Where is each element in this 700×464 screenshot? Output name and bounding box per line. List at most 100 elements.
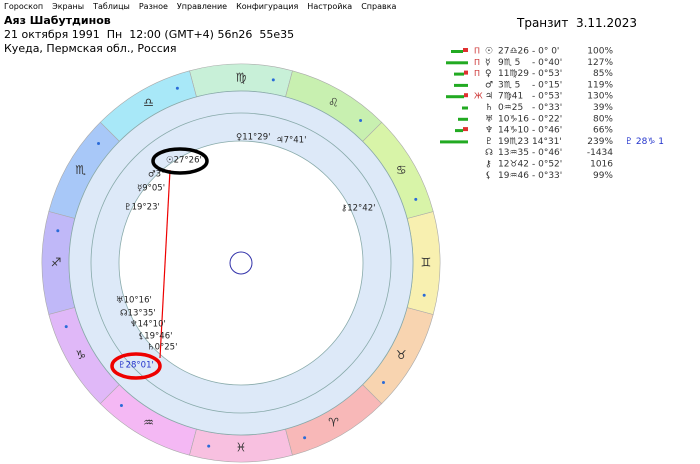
difference: - 0°53' xyxy=(532,69,562,79)
planet-label: ♇19°23' xyxy=(124,203,160,213)
transit-date: Транзит 3.11.2023 xyxy=(517,16,638,30)
position: 19♒46 xyxy=(498,171,529,181)
menu-item[interactable]: Настройка xyxy=(307,2,353,11)
menu-item[interactable]: Справка xyxy=(361,2,397,11)
percent: 80% xyxy=(593,114,613,124)
planet: ♄ xyxy=(485,103,493,113)
planet-label: ☊13°35' xyxy=(120,309,156,319)
difference: - 0°46' xyxy=(532,126,562,136)
difference: - 0° 0' xyxy=(532,47,559,57)
difference: - 0°53' xyxy=(532,92,562,102)
degree-dot xyxy=(175,86,179,90)
planet: ♇ xyxy=(485,137,493,147)
degree-dot xyxy=(56,229,60,233)
planet-label: ☿9°05' xyxy=(137,184,165,194)
strength-bar xyxy=(455,129,463,133)
menu-item[interactable]: Разное xyxy=(138,2,168,11)
highlight-red xyxy=(110,352,162,380)
planet: ☿ xyxy=(485,58,491,68)
difference: - 0°52' xyxy=(532,160,562,170)
planet: ⚸ xyxy=(485,171,492,181)
percent: 39% xyxy=(593,103,613,113)
planet: ☊ xyxy=(485,148,493,158)
planet-label: ☉27°26' xyxy=(166,156,202,166)
degree-dot xyxy=(359,119,363,123)
zodiac-sign: ♉ xyxy=(396,348,407,362)
weak-bar xyxy=(464,70,468,75)
degree-dot xyxy=(303,436,307,440)
weak-bar xyxy=(463,48,468,52)
zodiac-sign: ♋ xyxy=(396,163,407,177)
zodiac-sign: ♒ xyxy=(143,416,154,430)
percent: -1434 xyxy=(587,148,613,158)
weak-bar xyxy=(463,127,468,132)
transit-position: ♇ 28♑ 1 xyxy=(625,137,664,147)
degree-dot xyxy=(207,444,211,448)
inner-disc xyxy=(118,140,364,386)
planet-label: ♃7°41' xyxy=(276,136,306,146)
percent: 100% xyxy=(587,47,613,57)
position: 10♑16 xyxy=(498,114,529,124)
zodiac-sign: ♓ xyxy=(236,441,247,455)
planet: ♂ xyxy=(485,80,493,90)
percent: 66% xyxy=(593,126,613,136)
position: 9♏ 5 xyxy=(498,58,520,68)
degree-dot xyxy=(271,78,275,82)
position: 27♎26 xyxy=(498,47,529,57)
birth-place: Куеда, Пермская обл., Россия xyxy=(4,42,177,55)
zodiac-sign: ♍ xyxy=(236,71,247,85)
percent: 1016 xyxy=(590,160,613,170)
planet: ⚷ xyxy=(485,160,492,170)
position: 3♏ 5 xyxy=(498,80,520,90)
menu-item[interactable]: Экраны xyxy=(52,2,85,11)
strength-bar xyxy=(446,61,468,65)
zodiac-sign: ♊ xyxy=(421,256,432,270)
planet-label: ♂3° xyxy=(148,170,165,180)
planet-label: ⚷12°42' xyxy=(341,204,375,214)
zodiac-sign: ♑ xyxy=(75,348,86,362)
strength-bar xyxy=(451,50,463,53)
percent: 130% xyxy=(587,92,613,102)
person-name: Аяз Шабутдинов xyxy=(4,14,111,27)
position: 13♒35 xyxy=(498,148,529,158)
menu-item[interactable]: Конфигурация xyxy=(236,2,299,11)
position: 7♍41 xyxy=(498,92,523,102)
menu-item[interactable]: Управление xyxy=(176,2,228,11)
planet: ♆ xyxy=(485,126,493,136)
zodiac-sign: ♈ xyxy=(328,416,339,430)
zodiac-sign: ♌ xyxy=(328,95,339,109)
weak-bar xyxy=(464,93,468,98)
aspect-line xyxy=(159,169,171,359)
highlight-black xyxy=(151,147,209,175)
degree-dot xyxy=(119,403,123,407)
zodiac-sign: ♎ xyxy=(143,95,154,109)
strength-bar xyxy=(454,72,464,76)
strength-bar xyxy=(440,140,468,144)
difference: - 0°15' xyxy=(532,80,562,90)
marker: Π xyxy=(474,69,480,78)
degree-dot xyxy=(97,141,101,145)
marker: Π xyxy=(474,47,480,56)
difference: - 0°40' xyxy=(532,58,562,68)
menu-item[interactable]: Таблицы xyxy=(93,2,130,11)
degree-dot xyxy=(414,197,418,201)
percent: 127% xyxy=(587,58,613,68)
difference: - 0°46' xyxy=(532,148,562,158)
strength-bar xyxy=(446,95,464,99)
strength-bar xyxy=(462,106,468,110)
planet-label: ♀11°29' xyxy=(236,133,270,143)
degree-dot xyxy=(381,381,385,385)
planet: ♀ xyxy=(485,69,492,79)
planet-label: ♄0°25' xyxy=(147,343,177,353)
menu-item[interactable]: Гороскоп xyxy=(4,2,44,11)
degree-dot xyxy=(64,325,68,329)
planet-label: ⚸19°46' xyxy=(138,332,172,342)
planet: ☉ xyxy=(485,47,493,57)
strength-bar xyxy=(458,117,468,121)
position: 0♒25 xyxy=(498,103,523,113)
position: 11♍29 xyxy=(498,69,529,79)
percent: 119% xyxy=(587,80,613,90)
planet: ♃ xyxy=(485,92,493,102)
marker: Ж xyxy=(474,92,483,101)
